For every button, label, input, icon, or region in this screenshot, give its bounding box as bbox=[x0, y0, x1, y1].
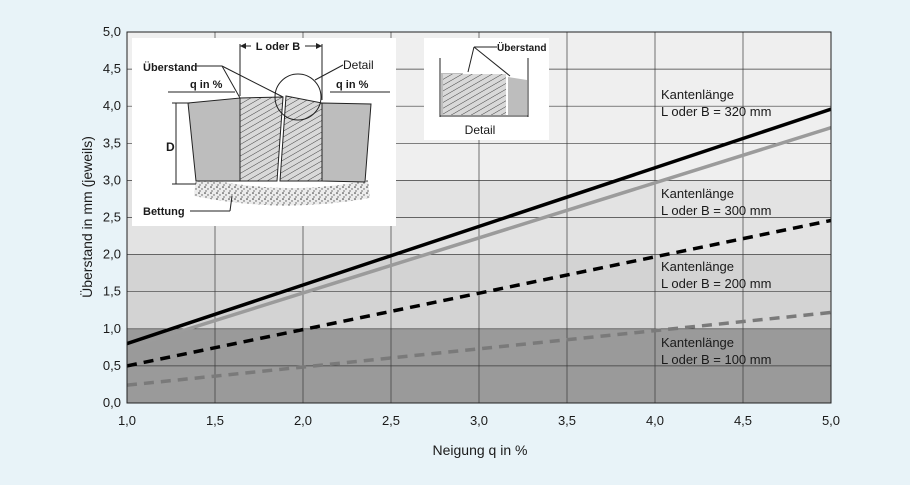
detail-caption: Detail bbox=[465, 123, 496, 137]
dim-arrow-right bbox=[316, 43, 322, 49]
series-label-line1: Kantenlänge bbox=[661, 259, 734, 274]
detail-inset: Überstand Detail bbox=[424, 38, 549, 140]
x-tick-label: 1,5 bbox=[206, 413, 224, 428]
x-tick-label: 3,0 bbox=[470, 413, 488, 428]
inset-label-d: D bbox=[166, 140, 175, 154]
x-tick-label: 2,5 bbox=[382, 413, 400, 428]
series-line-0 bbox=[127, 107, 831, 346]
series-line-1 bbox=[127, 126, 831, 350]
detail-leader-2 bbox=[467, 46, 475, 73]
x-tick-label: 1,0 bbox=[118, 413, 136, 428]
detail-paver-right bbox=[508, 77, 527, 115]
detail-circle bbox=[274, 73, 322, 121]
bettung-leader-2 bbox=[229, 195, 233, 212]
inset-label-detail: Detail bbox=[343, 58, 374, 72]
cross-section-inset: L oder B Überstand Detail q in % q in % … bbox=[132, 38, 396, 226]
plot-frame bbox=[126, 31, 832, 404]
x-tick-labels: 1,0 1,5 2,0 2,5 3,0 3,5 4,0 4,5 5,0 bbox=[118, 413, 840, 428]
paver-middle-right bbox=[279, 95, 323, 182]
y-axis-label: Überstand in mm (jeweils) bbox=[78, 136, 95, 298]
x-tick-label: 5,0 bbox=[822, 413, 840, 428]
y-tick-label: 3,5 bbox=[103, 135, 121, 150]
y-tick-label: 2,0 bbox=[103, 247, 121, 262]
inset-label-q-right: q in % bbox=[336, 79, 369, 91]
x-tick-label: 4,5 bbox=[734, 413, 752, 428]
series-label-line2: L oder B = 100 mm bbox=[661, 352, 771, 367]
detail-leader bbox=[314, 64, 344, 81]
inset-label-ueberstand: Überstand bbox=[143, 61, 197, 74]
ueberstand-leader-3 bbox=[221, 65, 284, 98]
y-tick-label: 5,0 bbox=[103, 24, 121, 39]
paver-middle-left bbox=[239, 96, 284, 182]
dim-label-bg bbox=[251, 40, 305, 52]
series-group bbox=[127, 107, 831, 387]
bedding-layer bbox=[194, 176, 370, 206]
x-tick-label: 4,0 bbox=[646, 413, 664, 428]
y-tick-label: 0,5 bbox=[103, 358, 121, 373]
series-label-line2: L oder B = 320 mm bbox=[661, 104, 771, 119]
detail-leader-3 bbox=[473, 46, 511, 77]
series-label-line1: Kantenlänge bbox=[661, 335, 734, 350]
inset-label-q-left: q in % bbox=[190, 79, 223, 91]
series-label-line1: Kantenlänge bbox=[661, 186, 734, 201]
series-label-line2: L oder B = 200 mm bbox=[661, 276, 771, 291]
y-tick-label: 1,5 bbox=[103, 284, 121, 299]
x-axis-label: Neigung q in % bbox=[433, 442, 528, 458]
x-tick-label: 3,5 bbox=[558, 413, 576, 428]
ueberstand-leader-2 bbox=[221, 65, 241, 99]
paver-left bbox=[187, 97, 241, 182]
series-label-line2: L oder B = 300 mm bbox=[661, 203, 771, 218]
series-labels: Kantenlänge L oder B = 320 mm Kantenlänge L… bbox=[661, 87, 771, 367]
y-tick-label: 2,5 bbox=[103, 210, 121, 225]
y-tick-label: 4,5 bbox=[103, 61, 121, 76]
y-tick-label: 0,0 bbox=[103, 395, 121, 410]
y-tick-label: 3,0 bbox=[103, 172, 121, 187]
dim-arrow-left bbox=[240, 43, 246, 49]
y-tick-label: 1,0 bbox=[103, 321, 121, 336]
x-tick-label: 2,0 bbox=[294, 413, 312, 428]
series-label-line1: Kantenlänge bbox=[661, 87, 734, 102]
paver-right bbox=[321, 102, 372, 183]
series-line-2 bbox=[127, 218, 831, 368]
inset-label-l-oder-b: L oder B bbox=[256, 41, 300, 53]
y-tick-label: 4,0 bbox=[103, 98, 121, 113]
y-tick-labels: 0,0 0,5 1,0 1,5 2,0 2,5 3,0 3,5 4,0 4,5 5,0 bbox=[103, 24, 121, 410]
inset-label-bettung: Bettung bbox=[143, 206, 185, 218]
detail-paver-hatched bbox=[443, 74, 506, 115]
detail-label-ueberstand: Überstand bbox=[497, 41, 546, 54]
